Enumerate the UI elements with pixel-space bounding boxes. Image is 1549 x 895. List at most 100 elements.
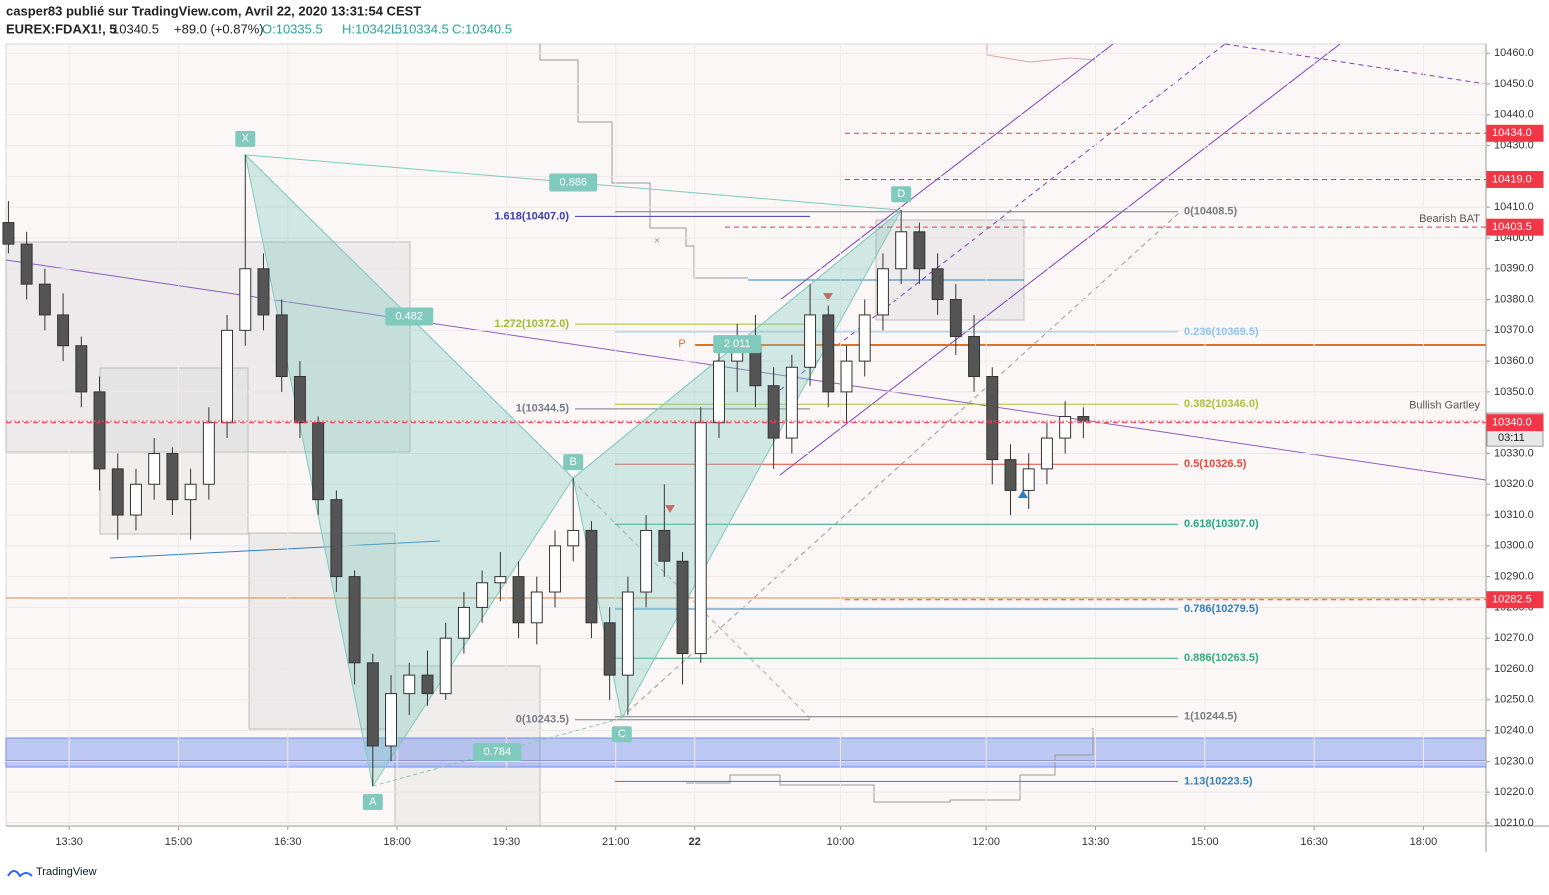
- price-tag: [1486, 414, 1544, 432]
- candle-body: [148, 452, 161, 485]
- candle-body: [20, 243, 33, 285]
- plot-area: [5, 43, 1487, 827]
- ratio-label: 0.886: [559, 176, 587, 188]
- candle-body: [840, 360, 853, 393]
- ratio-box: [385, 307, 434, 326]
- pattern-point-label: B: [570, 456, 577, 468]
- countdown: 03:11: [1498, 432, 1525, 444]
- candle-body: [913, 231, 926, 270]
- candle-body: [968, 335, 981, 378]
- trend-line: [5, 259, 1487, 481]
- y-tick-label: 10450.0: [1494, 78, 1534, 90]
- high: H:10342.5: [342, 21, 402, 36]
- candle-body: [38, 283, 51, 316]
- price-tag: [1486, 124, 1544, 142]
- sell-marker: [665, 505, 675, 513]
- fib-label: 0.382(10346.0): [1184, 398, 1259, 410]
- x-tick-label: 21:00: [602, 836, 630, 848]
- candle-body: [767, 385, 780, 439]
- candle-body: [111, 468, 124, 516]
- y-tick-label: 10300.0: [1494, 540, 1534, 552]
- candle-body: [457, 606, 470, 639]
- candle-body: [658, 529, 671, 562]
- price-tag: [1486, 218, 1544, 236]
- x-tick-label: 22: [689, 836, 701, 848]
- candle-body: [986, 376, 999, 461]
- candle-body: [202, 422, 215, 485]
- candle-body: [676, 560, 689, 655]
- fib-label: 0.236(10369.5): [1184, 326, 1259, 338]
- pattern-point-label: X: [242, 133, 250, 145]
- candle-body: [75, 345, 88, 393]
- pattern-point-label: C: [618, 728, 626, 740]
- ratio-box: [549, 173, 598, 192]
- candle-body: [221, 329, 234, 424]
- candle-body: [1059, 416, 1072, 439]
- pattern-point-box: [563, 454, 584, 471]
- ratio-label: 0.784: [484, 746, 512, 758]
- fib-label: 1(10244.5): [1184, 711, 1238, 723]
- y-tick-label: 10350.0: [1494, 386, 1534, 398]
- fib-label: 1.13(10223.5): [1184, 775, 1253, 787]
- candle-body: [330, 499, 343, 578]
- candle-body: [1077, 416, 1090, 422]
- candle-body: [949, 299, 962, 337]
- y-tick-label: 10390.0: [1494, 263, 1534, 275]
- step-line: [539, 44, 748, 279]
- ratio-box: [473, 743, 522, 762]
- annotation: P: [678, 338, 685, 350]
- price-tag-label: 10340.0: [1492, 417, 1532, 429]
- x-tick-label: 18:00: [383, 836, 411, 848]
- low: L:10334.5: [391, 21, 449, 36]
- candle-body: [385, 693, 397, 747]
- candle-body: [403, 674, 416, 695]
- candle-body: [275, 314, 288, 378]
- candle-body: [585, 529, 598, 624]
- buy-marker: [1018, 490, 1028, 498]
- candle-body: [439, 637, 452, 695]
- fib-label: 0.618(10307.0): [1184, 518, 1259, 530]
- y-tick-label: 10240.0: [1494, 724, 1534, 736]
- price-tag: [1486, 591, 1544, 609]
- candle-body: [530, 591, 543, 624]
- y-tick-label: 10330.0: [1494, 447, 1534, 459]
- fib-label: 1(10344.5): [516, 403, 570, 415]
- candle-body: [366, 662, 379, 747]
- pattern-point-label: A: [369, 796, 377, 808]
- y-tick-label: 10410.0: [1494, 201, 1534, 213]
- fib-label: 0(10243.5): [516, 714, 570, 726]
- x-tick-label: 16:30: [274, 836, 302, 848]
- fib-label: 1.272(10372.0): [494, 318, 569, 330]
- x-tick-label: 18:00: [1410, 836, 1438, 848]
- demand-zone: [5, 737, 1487, 768]
- candle-body: [2, 222, 15, 245]
- candle-body: [549, 545, 561, 593]
- pattern-point-label: D: [897, 188, 905, 200]
- candles: [2, 154, 1090, 786]
- y-tick-label: 10230.0: [1494, 755, 1534, 767]
- pattern-point-box: [891, 186, 912, 203]
- candle-body: [348, 576, 361, 664]
- y-tick-label: 10360.0: [1494, 355, 1534, 367]
- x-tick-label: 13:30: [55, 836, 83, 848]
- y-tick-label: 10320.0: [1494, 478, 1534, 490]
- channel-line: [779, 43, 1114, 301]
- candle-body: [640, 529, 653, 593]
- candle-body: [895, 231, 908, 270]
- change: +89.0 (+0.87%): [174, 21, 264, 36]
- pattern-point-box: [362, 793, 383, 810]
- candle-body: [293, 376, 306, 424]
- price-tag-label: 10419.0: [1492, 173, 1532, 185]
- close: C:10340.5: [452, 21, 512, 36]
- y-tick-label: 10310.0: [1494, 509, 1534, 521]
- sell-marker: [823, 293, 833, 301]
- y-tick-label: 10370.0: [1494, 324, 1534, 336]
- byline: casper83 publié sur TradingView.com, Avr…: [6, 3, 421, 18]
- ratio-box: [713, 335, 762, 354]
- price-tag-label: 10434.0: [1492, 127, 1532, 139]
- pattern-point-box: [235, 130, 256, 147]
- annotation: Bullish Gartley: [1409, 399, 1480, 411]
- last-price: 10340.5: [112, 21, 159, 36]
- candle-body: [621, 591, 634, 676]
